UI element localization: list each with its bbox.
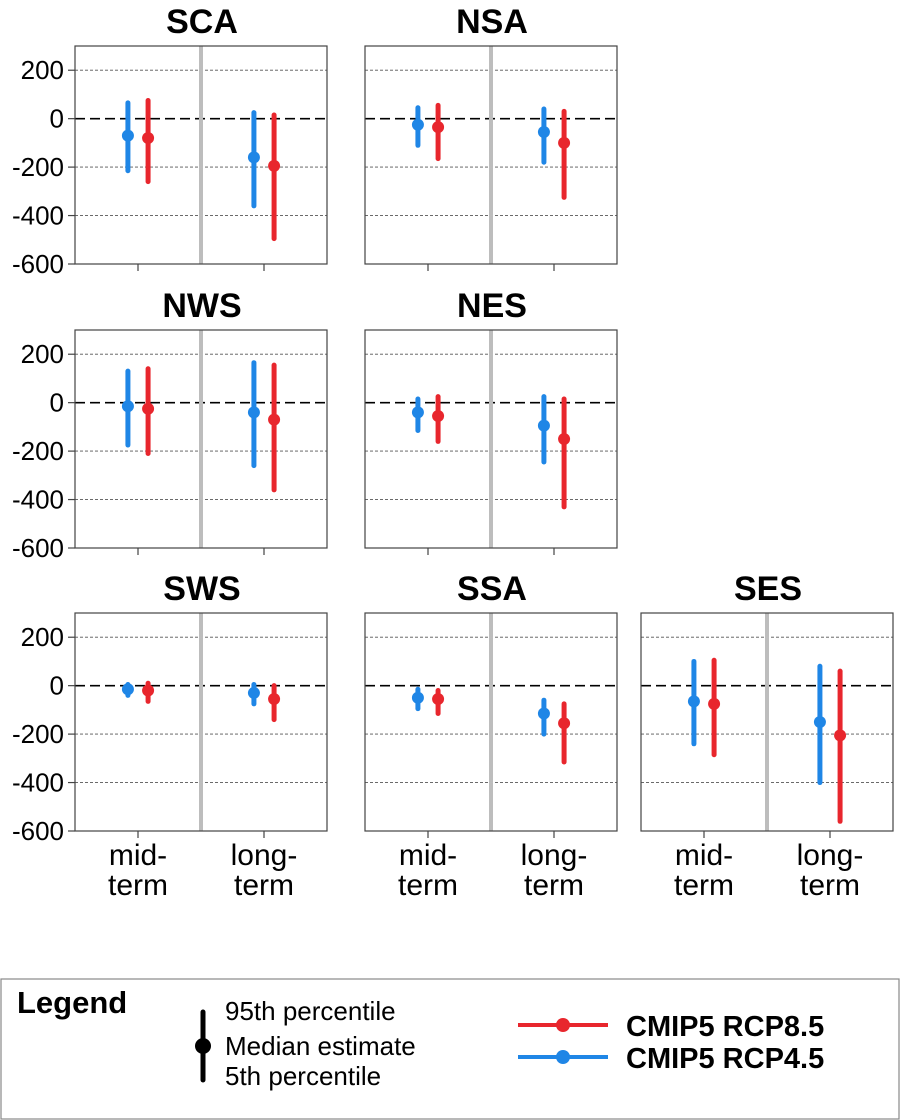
y-tick-label: 200 — [21, 622, 64, 652]
rcp45-median-marker — [411, 118, 424, 131]
y-tick-label: 0 — [50, 671, 64, 701]
rcp45-median-marker — [247, 686, 260, 699]
legend-label-median: Median estimate — [225, 1031, 416, 1061]
legend-rcp45-label: CMIP5 RCP4.5 — [626, 1043, 824, 1075]
legend-label-p5: 5th percentile — [225, 1061, 381, 1091]
rcp85-median-marker — [432, 692, 445, 705]
rcp45-median-marker — [687, 695, 700, 708]
rcp85-median-marker — [142, 684, 155, 697]
rcp85-median-marker — [268, 413, 281, 426]
rcp45-median-marker — [537, 707, 550, 720]
panel-frame — [364, 329, 618, 549]
panel-title: SCA — [166, 3, 238, 41]
y-tick-label: 200 — [21, 339, 64, 369]
y-tick-label: 0 — [50, 388, 64, 418]
category-label: long- — [521, 839, 588, 872]
y-tick-label: -400 — [12, 201, 64, 231]
panel-frame — [640, 612, 894, 832]
legend-median-icon — [195, 1038, 211, 1054]
legend-rcp45-marker — [556, 1050, 570, 1064]
panel-nsa: NSA — [364, 3, 618, 271]
y-tick-label: -200 — [12, 152, 64, 182]
category-label: mid- — [109, 839, 167, 872]
panel-nws: NWS 200 0 -200 -400 -600 — [12, 287, 328, 563]
rcp45-median-marker — [121, 400, 134, 413]
panel-title: SWS — [163, 570, 240, 608]
rcp45-median-marker — [247, 406, 260, 419]
category-label: term — [234, 869, 294, 902]
rcp85-median-marker — [432, 121, 445, 134]
rcp85-median-marker — [834, 729, 847, 742]
panel-title: NSA — [456, 3, 528, 41]
rcp85-median-marker — [432, 409, 445, 422]
panel-frame — [364, 612, 618, 832]
rcp85-median-marker — [142, 132, 155, 145]
panel-nes: NES — [364, 287, 618, 555]
category-label: long- — [797, 839, 864, 872]
rcp85-median-marker — [708, 697, 721, 710]
panel-frame — [364, 45, 618, 265]
rcp45-median-marker — [411, 406, 424, 419]
panel-sca: SCA 200 0 -200 -400 -600 — [12, 3, 328, 279]
category-label: long- — [231, 839, 298, 872]
panel-title: SSA — [457, 570, 527, 608]
rcp45-median-marker — [813, 716, 826, 728]
legend-box — [0, 978, 900, 1120]
rcp85-median-marker — [268, 692, 281, 705]
panel-title: SES — [734, 570, 802, 608]
rcp45-median-marker — [121, 129, 134, 142]
y-tick-label: -600 — [12, 816, 64, 846]
panels-group: SCA 200 0 -200 -400 -600 NSA NWS 200 0 -200 -400 -60… — [12, 3, 894, 902]
category-label: term — [800, 869, 860, 902]
rcp85-median-marker — [558, 136, 571, 149]
legend-rcp85-marker — [556, 1018, 570, 1032]
rcp85-median-marker — [142, 402, 155, 415]
panel-frame — [74, 612, 328, 832]
panel-title: NES — [457, 287, 527, 325]
rcp45-median-marker — [121, 683, 134, 696]
panel-frame — [74, 45, 328, 265]
category-label: term — [674, 869, 734, 902]
category-label: mid- — [675, 839, 733, 872]
y-tick-label: -200 — [12, 436, 64, 466]
rcp45-median-marker — [537, 419, 550, 432]
category-label: mid- — [399, 839, 457, 872]
legend: Legend 95th percentile Median estimate 5… — [0, 978, 900, 1120]
legend-title: Legend — [17, 985, 127, 1020]
rcp45-median-marker — [247, 151, 260, 164]
y-tick-label: -600 — [12, 249, 64, 279]
y-tick-label: -400 — [12, 485, 64, 515]
rcp85-median-marker — [268, 159, 281, 172]
y-tick-label: -200 — [12, 719, 64, 749]
legend-rcp85-label: CMIP5 RCP8.5 — [626, 1011, 824, 1043]
y-tick-label: -600 — [12, 533, 64, 563]
legend-label-p95: 95th percentile — [225, 996, 396, 1026]
rcp45-median-marker — [537, 125, 550, 138]
category-label: term — [108, 869, 168, 902]
category-label: term — [524, 869, 584, 902]
rcp85-median-marker — [558, 433, 571, 445]
y-tick-label: 0 — [50, 104, 64, 134]
panel-title: NWS — [162, 287, 241, 325]
panel-frame — [74, 329, 328, 549]
y-tick-label: -400 — [12, 768, 64, 798]
rcp45-median-marker — [411, 691, 424, 704]
category-label: term — [398, 869, 458, 902]
rcp85-median-marker — [558, 717, 571, 730]
y-tick-label: 200 — [21, 55, 64, 85]
